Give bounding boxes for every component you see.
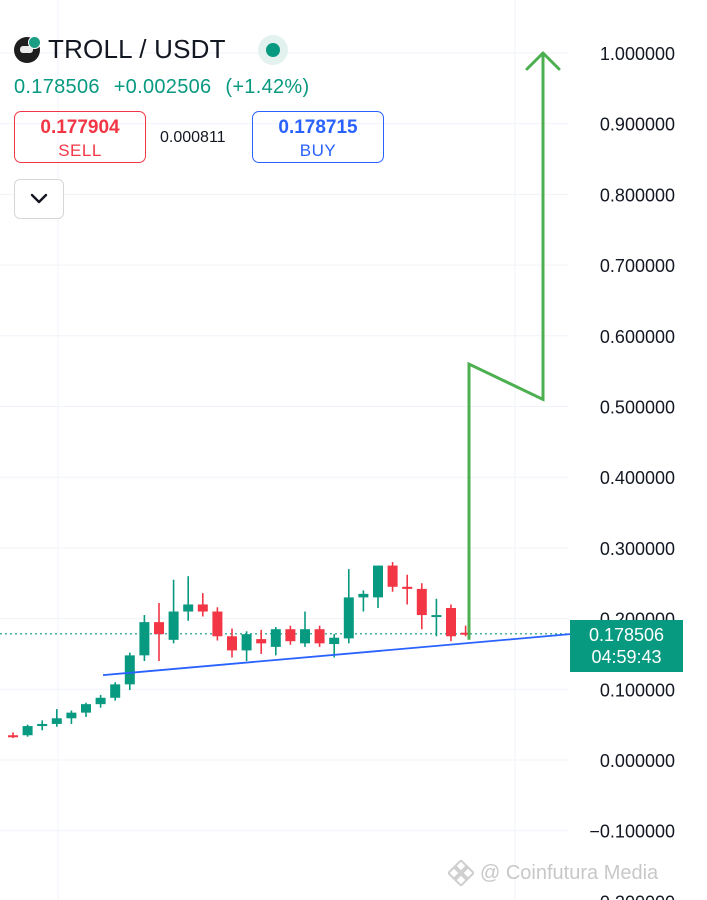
bar-countdown: 04:59:43 bbox=[591, 647, 662, 667]
candle bbox=[37, 723, 48, 727]
candle bbox=[241, 634, 252, 651]
candle bbox=[154, 622, 164, 635]
candle bbox=[387, 565, 398, 587]
price-change: +0.002506 bbox=[113, 76, 212, 98]
projection-arrowhead bbox=[525, 51, 561, 71]
y-tick-label: 0.500000 bbox=[600, 398, 675, 418]
candle bbox=[124, 655, 135, 685]
y-tick-label: −0.200000 bbox=[589, 892, 675, 900]
candle bbox=[329, 637, 340, 645]
candle bbox=[300, 629, 310, 644]
candle bbox=[431, 615, 442, 618]
y-tick-label: 0.700000 bbox=[600, 256, 675, 276]
candle bbox=[51, 718, 62, 724]
candle bbox=[256, 639, 267, 644]
sell-label: SELL bbox=[58, 141, 102, 160]
candle bbox=[285, 629, 296, 642]
candle bbox=[183, 604, 194, 612]
candle bbox=[270, 629, 281, 647]
last-price: 0.178506 bbox=[14, 76, 100, 98]
last-price-tag-value: 0.178506 bbox=[588, 625, 665, 645]
candle bbox=[314, 629, 325, 644]
candle bbox=[81, 704, 91, 713]
candle bbox=[416, 588, 427, 616]
price-change-percent: (+1.42%) bbox=[225, 76, 310, 98]
y-tick-label: 1.000000 bbox=[600, 44, 675, 64]
watermark: @ Coinfutura Media bbox=[448, 860, 658, 886]
sell-button[interactable]: 0.177904 SELL bbox=[14, 111, 146, 163]
candle bbox=[66, 712, 77, 719]
y-tick-label: 0.400000 bbox=[600, 468, 675, 488]
candle bbox=[212, 611, 223, 637]
y-tick-label: 0.900000 bbox=[600, 115, 675, 135]
buy-button[interactable]: 0.178715 BUY bbox=[252, 111, 384, 163]
binance-logo-icon bbox=[448, 860, 474, 886]
candle bbox=[227, 636, 237, 651]
candle bbox=[168, 611, 179, 640]
candle bbox=[358, 593, 369, 598]
y-tick-label: 0.800000 bbox=[600, 185, 675, 205]
y-tick-label: 0.100000 bbox=[600, 680, 675, 700]
projection-line bbox=[467, 53, 545, 640]
candle bbox=[373, 565, 383, 598]
watermark-text: @ Coinfutura Media bbox=[480, 861, 659, 884]
market-open-indicator-icon bbox=[257, 34, 288, 65]
candle bbox=[22, 726, 33, 736]
price-quote: 0.178506 +0.002506 (+1.42%) bbox=[14, 76, 309, 99]
chevron-down-icon bbox=[30, 193, 48, 204]
spread-value: 0.000811 bbox=[160, 129, 226, 146]
pair-header: TROLL / USDT bbox=[14, 34, 288, 65]
candle bbox=[343, 597, 354, 639]
candle bbox=[8, 735, 18, 738]
troll-coin-icon bbox=[14, 35, 41, 63]
y-tick-label: 0.600000 bbox=[600, 327, 675, 347]
collapse-toggle-button[interactable] bbox=[14, 179, 64, 219]
candle bbox=[402, 586, 413, 589]
last-price-tag: 0.178506 04:59:43 bbox=[570, 620, 683, 672]
pair-title: TROLL / USDT bbox=[48, 34, 226, 64]
y-tick-label: 0.000000 bbox=[600, 751, 675, 771]
trendline bbox=[102, 633, 571, 677]
candle bbox=[139, 622, 150, 656]
candle bbox=[110, 684, 121, 698]
buy-price: 0.178715 bbox=[278, 117, 358, 138]
candle bbox=[460, 632, 471, 635]
sell-price: 0.177904 bbox=[40, 117, 120, 138]
y-tick-label: 0.300000 bbox=[600, 539, 675, 559]
y-tick-label: −0.100000 bbox=[589, 822, 675, 842]
candle bbox=[446, 607, 456, 637]
candle bbox=[95, 697, 106, 705]
candle bbox=[197, 604, 208, 612]
buy-label: BUY bbox=[299, 141, 337, 160]
